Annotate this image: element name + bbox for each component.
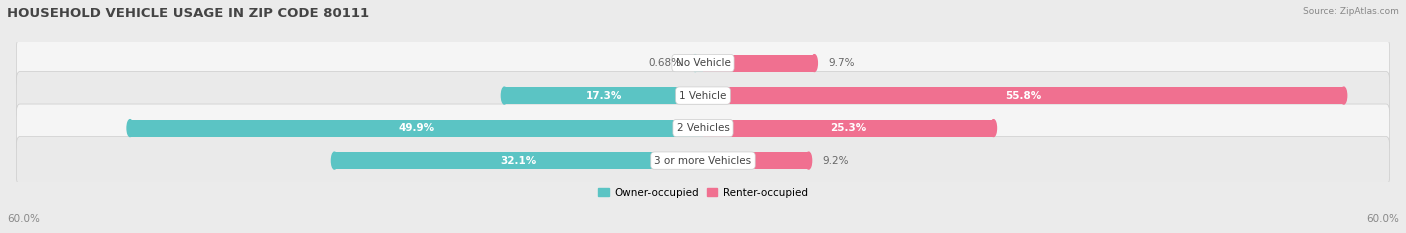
Circle shape (990, 120, 997, 137)
Circle shape (692, 55, 699, 72)
Text: 60.0%: 60.0% (7, 214, 39, 224)
Bar (703, 152, 808, 169)
Text: 25.3%: 25.3% (830, 123, 866, 133)
Text: 9.7%: 9.7% (828, 58, 855, 68)
Text: 2 Vehicles: 2 Vehicles (676, 123, 730, 133)
Circle shape (502, 87, 508, 104)
Text: 49.9%: 49.9% (398, 123, 434, 133)
Bar (703, 87, 1344, 104)
Circle shape (127, 120, 134, 137)
Circle shape (1341, 87, 1347, 104)
Bar (129, 120, 703, 137)
Text: 60.0%: 60.0% (1367, 214, 1399, 224)
Text: HOUSEHOLD VEHICLE USAGE IN ZIP CODE 80111: HOUSEHOLD VEHICLE USAGE IN ZIP CODE 8011… (7, 7, 370, 20)
FancyBboxPatch shape (17, 137, 1389, 185)
Text: 3 or more Vehicles: 3 or more Vehicles (654, 156, 752, 166)
Text: 1 Vehicle: 1 Vehicle (679, 91, 727, 101)
FancyBboxPatch shape (17, 39, 1389, 87)
Bar (703, 120, 994, 137)
FancyBboxPatch shape (17, 72, 1389, 120)
Bar (505, 87, 703, 104)
Bar (335, 152, 703, 169)
Text: No Vehicle: No Vehicle (675, 58, 731, 68)
Text: Source: ZipAtlas.com: Source: ZipAtlas.com (1303, 7, 1399, 16)
Circle shape (806, 152, 811, 169)
Legend: Owner-occupied, Renter-occupied: Owner-occupied, Renter-occupied (595, 183, 811, 202)
Circle shape (332, 152, 337, 169)
Text: 0.68%: 0.68% (648, 58, 682, 68)
FancyBboxPatch shape (17, 104, 1389, 152)
Circle shape (811, 55, 817, 72)
Text: 9.2%: 9.2% (823, 156, 849, 166)
Text: 17.3%: 17.3% (585, 91, 621, 101)
Bar (703, 55, 814, 72)
Text: 32.1%: 32.1% (501, 156, 537, 166)
Text: 55.8%: 55.8% (1005, 91, 1042, 101)
Bar (695, 55, 703, 72)
